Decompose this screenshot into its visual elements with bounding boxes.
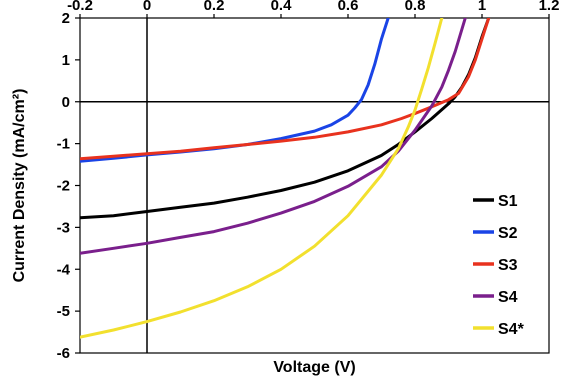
legend-label-s4: S4	[498, 289, 518, 306]
series-line-s3	[80, 18, 491, 161]
legend-label-s3: S3	[498, 257, 518, 274]
y-tick-label: -1	[57, 136, 70, 153]
series-lines	[80, 18, 491, 339]
series-line-s1	[80, 18, 491, 220]
x-tick-label: 0.4	[271, 0, 293, 14]
y-tick-label: -3	[57, 219, 70, 236]
x-tick-label: 0.6	[338, 0, 359, 14]
legend-label-s4: S4*	[498, 321, 525, 338]
series-line-s2	[80, 18, 390, 163]
y-tick-label: -2	[57, 178, 70, 195]
x-tick-label: 1	[478, 0, 486, 14]
y-tick-label: -5	[57, 303, 70, 320]
x-tick-label: 0	[143, 0, 151, 14]
y-tick-label: -6	[57, 345, 70, 362]
x-tick-label: 0.8	[405, 0, 426, 14]
y-tick-label: 0	[62, 94, 70, 111]
x-tick-label: 1.2	[539, 0, 560, 14]
legend-label-s2: S2	[498, 225, 518, 242]
x-tick-label: 0.2	[204, 0, 225, 14]
y-tick-label: 2	[62, 10, 70, 27]
x-axis-title: Voltage (V)	[273, 359, 355, 376]
x-tick-label: -0.2	[67, 0, 93, 14]
series-line-s4	[80, 18, 467, 255]
y-tick-label: -4	[57, 261, 71, 278]
legend-label-s1: S1	[498, 193, 518, 210]
legend: S1 S2 S3 S4 S4*	[473, 193, 525, 338]
plot-frame	[79, 17, 550, 354]
series-line-s4	[80, 18, 444, 339]
y-axis-title: Current Density (mA/cm²)	[11, 89, 28, 283]
y-tick-label: 1	[62, 52, 70, 69]
